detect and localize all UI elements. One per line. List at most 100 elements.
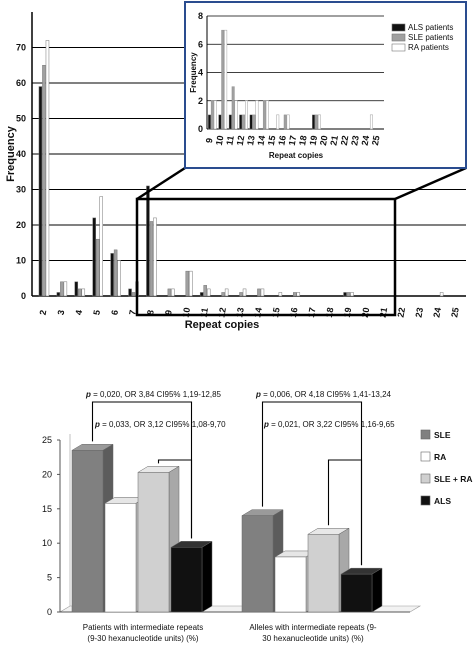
bar-sle-ra [137, 472, 170, 613]
inset-x-tick-label: 22 [339, 135, 351, 147]
y-tick-label: 60 [16, 78, 26, 88]
p-symbol: p [263, 420, 269, 429]
significance-bracket [157, 459, 193, 539]
inset-x-tick-label: 16 [276, 135, 288, 147]
bar-sle-patients [239, 292, 243, 297]
inset-bar-ra-patients [276, 114, 280, 130]
x-tick-label: 18 [324, 307, 336, 319]
bar-ra-patients [81, 288, 86, 297]
bar-ra-patients [171, 288, 175, 297]
legend-label: RA [434, 452, 446, 462]
inset-legend-swatch [391, 33, 406, 42]
legend-label: SLE + RA [434, 474, 473, 484]
x-tick-label: 9 [163, 309, 174, 316]
x-tick-label: 3 [56, 309, 67, 316]
inset-legend-swatch [391, 43, 406, 52]
significance-text: = 0,006, OR 4,18 CI95% 1,41-13,24 [261, 390, 392, 399]
inset-bar-sle-patients [231, 86, 235, 130]
inset-y-tick-label: 6 [198, 39, 203, 49]
x-category-label: 30 hexanucleotide units) (%) [262, 634, 364, 643]
x-category-label: (9-30 hexanucleotide units) (%) [87, 634, 199, 643]
inset-bar-sle-patients [242, 114, 246, 130]
x-tick-label: 16 [288, 307, 300, 319]
inset-x-tick-label: 18 [297, 135, 309, 147]
y-tick-label: 30 [16, 185, 26, 195]
inset-bar-ra-patients [213, 100, 217, 130]
zoom-line-right [394, 166, 467, 201]
bar-als-patients [199, 292, 204, 297]
bar-sle-ra [307, 534, 340, 613]
inset-bar-sle-patients [252, 114, 256, 130]
inset-x-tick-label: 14 [256, 135, 268, 147]
inset-bar-ra-patients [234, 100, 238, 130]
significance-text: = 0,020, OR 3,84 CI95% 1,19-12,85 [91, 390, 222, 399]
inset-legend-swatch [391, 23, 406, 32]
bar-sle-patients [78, 288, 82, 297]
zoom-line-left [136, 166, 186, 201]
y-tick-label: 70 [16, 43, 26, 53]
p-symbol: p [85, 390, 91, 399]
bar-ra-patients [350, 292, 354, 297]
bar-sle-patients [131, 292, 136, 297]
bar-sle-patients [257, 288, 261, 297]
bar-ra-patients [224, 288, 229, 297]
y-tick-label: 0 [21, 291, 26, 301]
y-tick-label: 50 [16, 114, 26, 124]
inset-bar-ra-patients [369, 114, 373, 130]
x-tick-label: 25 [449, 307, 461, 319]
y-tick-label: 0 [47, 607, 52, 617]
inset-bar-ra-patients [286, 114, 290, 130]
y-tick-label: 20 [16, 220, 26, 230]
inset-bar-sle-patients [262, 100, 266, 130]
p-symbol: p [255, 390, 261, 399]
significance-label: p = 0,020, OR 3,84 CI95% 1,19-12,85 [85, 390, 222, 399]
x-tick-label: 14 [252, 307, 264, 319]
y-tick-label: 20 [42, 469, 52, 479]
p-symbol: p [94, 420, 100, 429]
bar-sle [71, 450, 104, 613]
inset-x-tick-label: 23 [349, 135, 361, 147]
bar-als-patients [92, 217, 96, 297]
legend-label: ALS [434, 496, 451, 506]
inset-x-tick-label: 19 [308, 135, 320, 147]
inset-x-tick-label: 25 [370, 135, 382, 147]
bar-als-patients [343, 292, 347, 297]
inset-bar-sle-patients [315, 114, 318, 130]
bar-sle-patients [185, 270, 190, 297]
inset-bar-als-patients [218, 114, 222, 130]
bar-ra-patients [260, 288, 265, 297]
bar-ra-patients [439, 292, 444, 297]
bar-als-patients [146, 185, 150, 297]
y-axis-title: Frequency [5, 125, 17, 182]
inset-y-axis-title: Frequency [189, 52, 198, 93]
inset-legend-label: ALS patients [408, 23, 453, 32]
inset-x-tick-label: 17 [287, 135, 299, 147]
x-axis-title: Repeat copies [185, 319, 260, 331]
inset-bar-ra-patients [255, 100, 259, 130]
inset-x-tick-label: 13 [245, 135, 257, 147]
significance-label: p = 0,006, OR 4,18 CI95% 1,41-13,24 [255, 390, 392, 399]
bar-ra-patients [296, 292, 301, 297]
inset-bar-ra-patients [317, 114, 321, 130]
inset-y-tick-label: 2 [198, 96, 203, 106]
bar-sle [241, 515, 274, 613]
bar-sle-patients [203, 285, 207, 297]
bar-als-patients [128, 288, 132, 297]
bar-ra-patients [45, 40, 50, 297]
y-tick-label: 25 [42, 435, 52, 445]
inset-bar-als-patients [312, 114, 316, 130]
bar-sle-patients [60, 281, 64, 297]
intermediate-repeats-chart: 0 5 10 15 20 25 Patients with intermediate rep… [42, 390, 473, 643]
inset-bar-sle-patients [221, 29, 225, 130]
inset-x-tick-label: 10 [214, 135, 226, 147]
zoom-connector [135, 166, 467, 317]
inset-legend-label: RA patients [408, 43, 449, 52]
inset-y-tick-label: 8 [198, 11, 203, 21]
bar-ra-patients [278, 292, 283, 297]
bar-ra-patients [189, 270, 193, 297]
bar-side-als [371, 567, 383, 613]
bar-ra-patients [117, 260, 121, 297]
x-tick-label: 15 [270, 307, 282, 319]
